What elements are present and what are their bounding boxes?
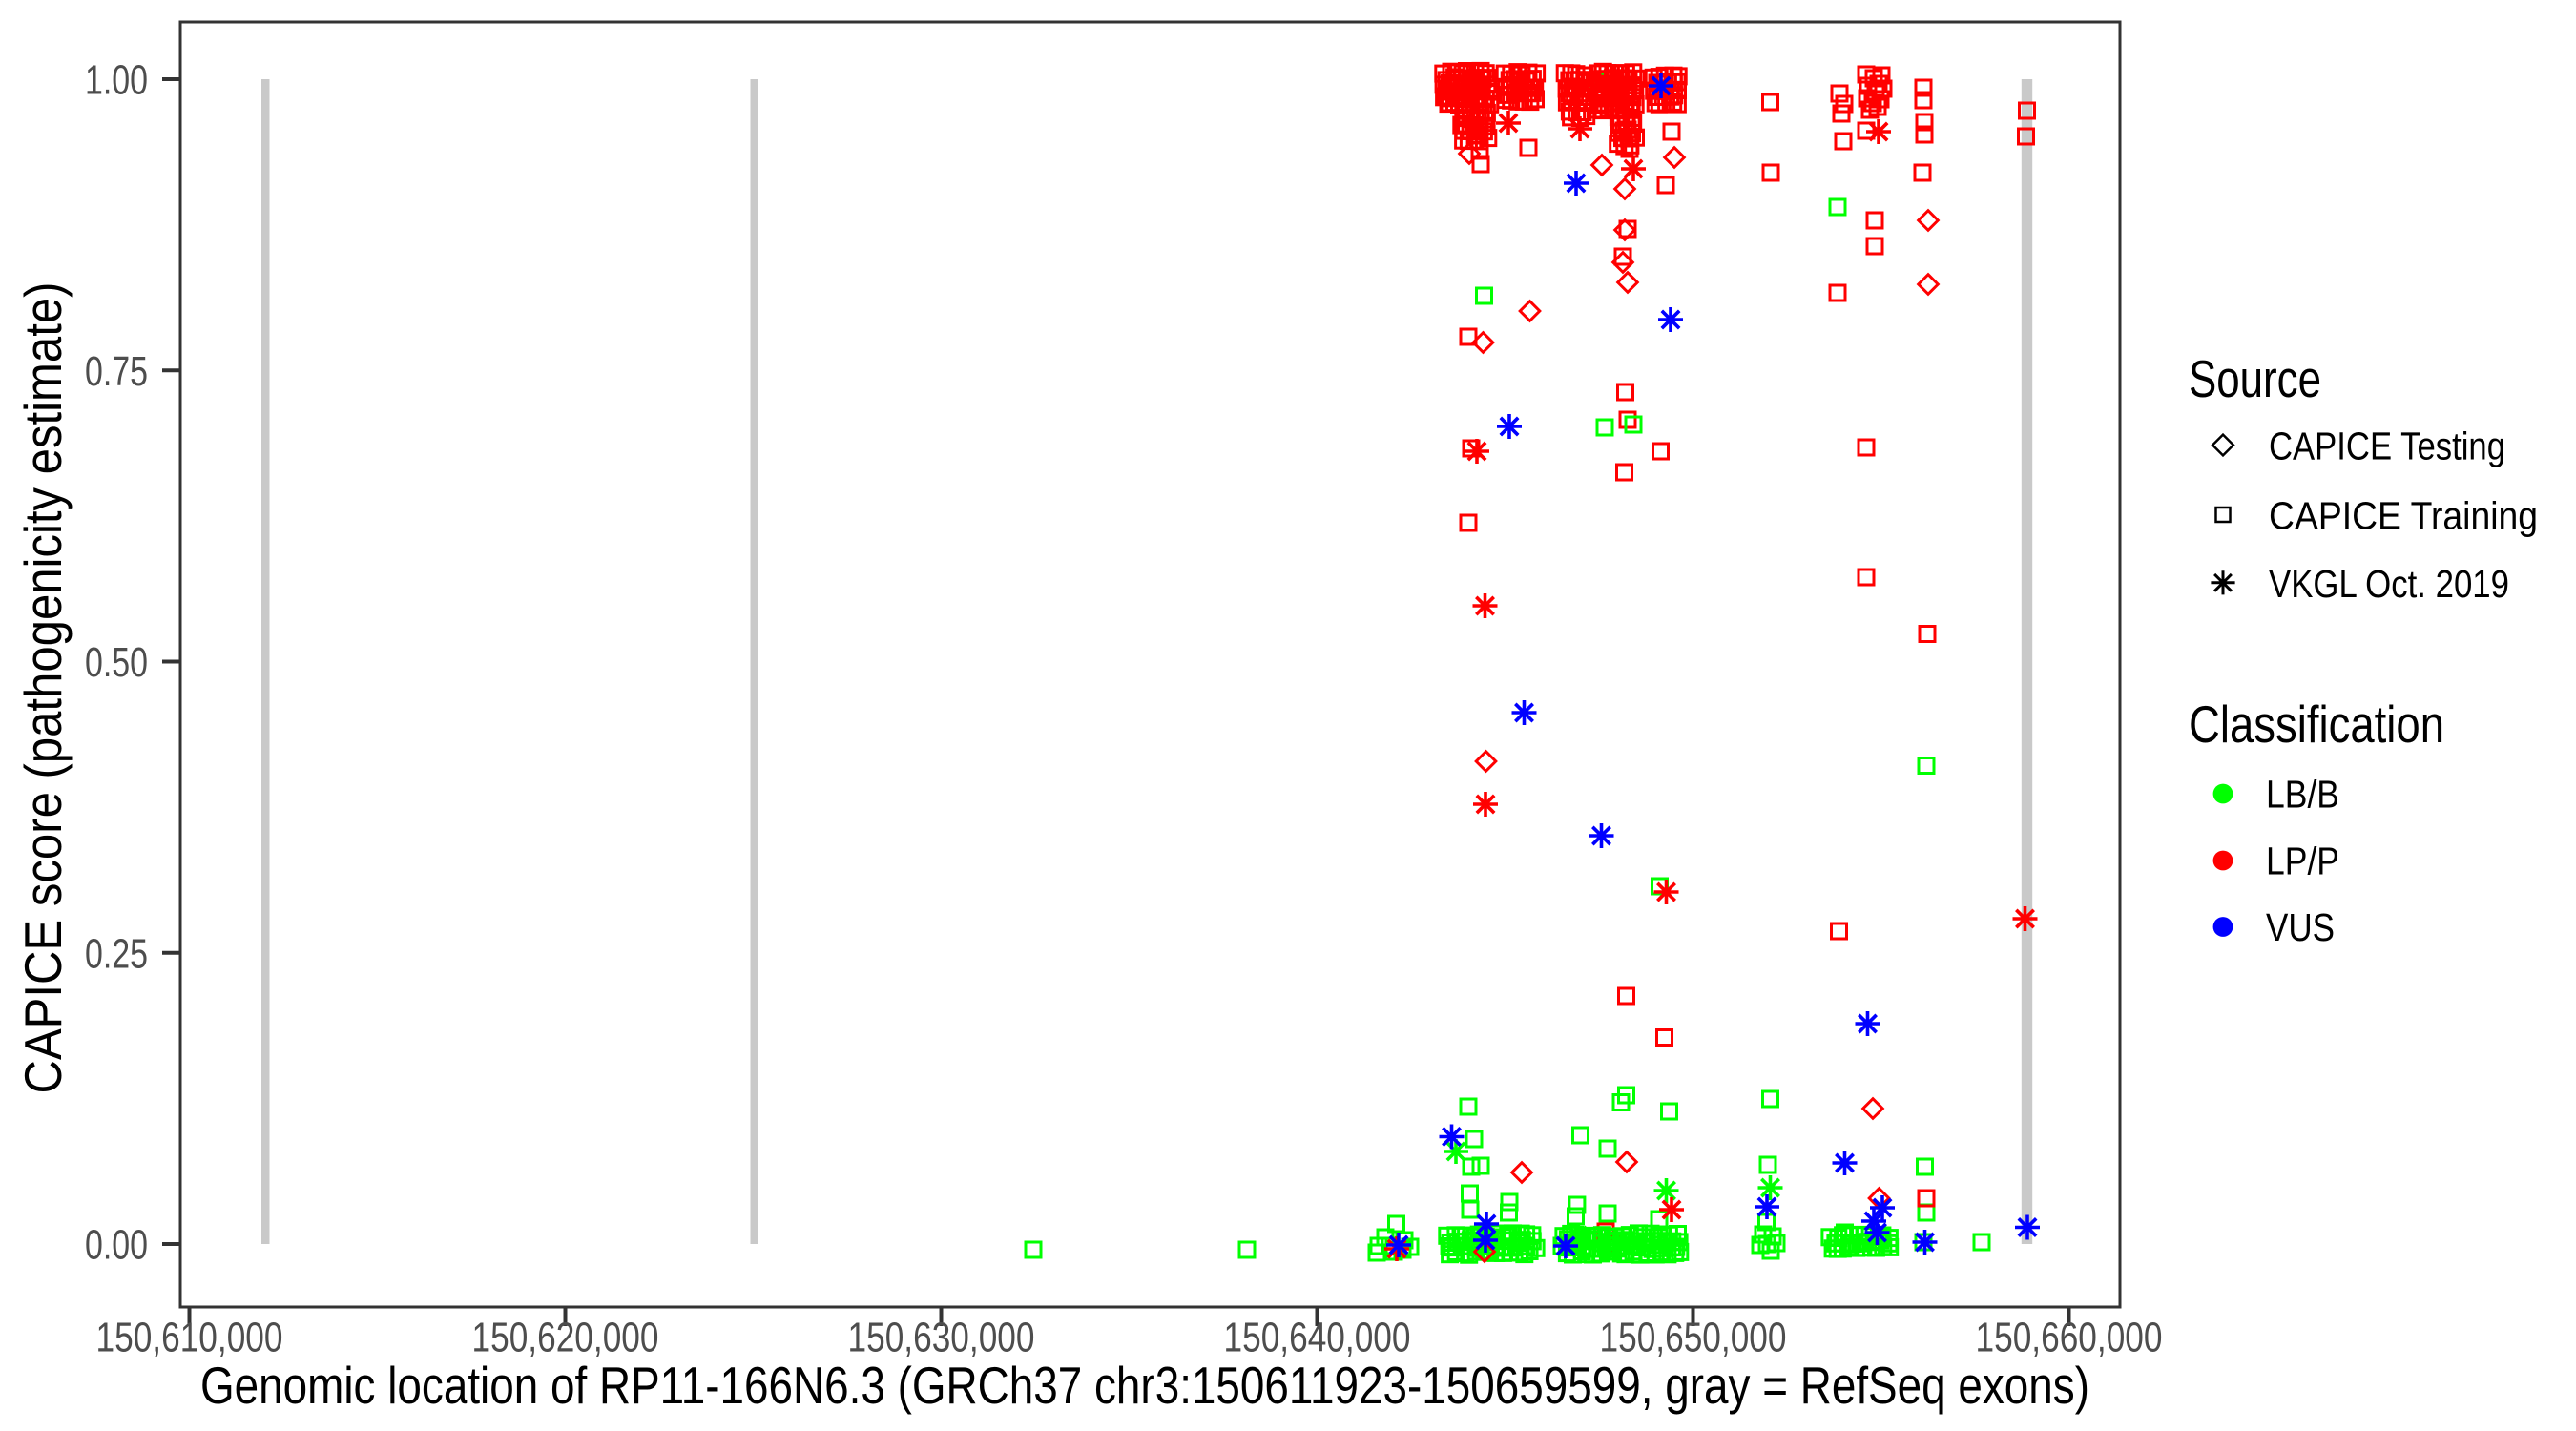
svg-text:0.75: 0.75 [85, 348, 148, 395]
svg-text:Source: Source [2189, 349, 2321, 408]
svg-text:0.00: 0.00 [85, 1222, 148, 1269]
svg-text:150,660,000: 150,660,000 [1976, 1315, 2163, 1361]
svg-text:150,630,000: 150,630,000 [848, 1315, 1035, 1361]
svg-text:Genomic location of RP11-166N6: Genomic location of RP11-166N6.3 (GRCh37… [200, 1356, 2089, 1415]
svg-text:1.00: 1.00 [85, 57, 148, 104]
svg-text:VUS: VUS [2266, 905, 2335, 949]
svg-text:0.25: 0.25 [85, 930, 148, 977]
svg-text:CAPICE score (pathogenicity es: CAPICE score (pathogenicity estimate) [13, 282, 73, 1094]
svg-text:150,640,000: 150,640,000 [1224, 1315, 1411, 1361]
svg-text:VKGL Oct. 2019: VKGL Oct. 2019 [2269, 562, 2509, 606]
svg-text:LP/P: LP/P [2266, 840, 2339, 883]
svg-text:150,650,000: 150,650,000 [1600, 1315, 1787, 1361]
svg-text:150,610,000: 150,610,000 [96, 1315, 283, 1361]
svg-text:Classification: Classification [2189, 695, 2444, 754]
svg-text:150,620,000: 150,620,000 [472, 1315, 659, 1361]
svg-text:LB/B: LB/B [2266, 773, 2339, 817]
svg-text:CAPICE Training: CAPICE Training [2269, 494, 2538, 538]
svg-text:CAPICE Testing: CAPICE Testing [2269, 425, 2505, 468]
svg-text:0.50: 0.50 [85, 639, 148, 686]
